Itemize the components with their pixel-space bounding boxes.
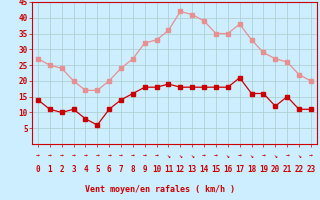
Text: 2: 2 [59,166,64,174]
Text: 10: 10 [152,166,161,174]
Text: 7: 7 [119,166,123,174]
Text: 5: 5 [95,166,100,174]
Text: 18: 18 [247,166,256,174]
Text: 11: 11 [164,166,173,174]
Text: 23: 23 [306,166,316,174]
Text: →: → [107,154,111,158]
Text: 1: 1 [47,166,52,174]
Text: 12: 12 [176,166,185,174]
Text: 6: 6 [107,166,111,174]
Text: 3: 3 [71,166,76,174]
Text: →: → [155,154,158,158]
Text: 21: 21 [283,166,292,174]
Text: Vent moyen/en rafales ( km/h ): Vent moyen/en rafales ( km/h ) [85,185,235,194]
Text: →: → [48,154,52,158]
Text: →: → [238,154,242,158]
Text: →: → [202,154,206,158]
Text: →: → [84,154,87,158]
Text: →: → [261,154,265,158]
Text: →: → [131,154,135,158]
Text: 19: 19 [259,166,268,174]
Text: ↘: ↘ [250,154,253,158]
Text: →: → [60,154,64,158]
Text: ↘: ↘ [226,154,230,158]
Text: ↘: ↘ [190,154,194,158]
Text: 8: 8 [131,166,135,174]
Text: →: → [72,154,76,158]
Text: →: → [95,154,99,158]
Text: 20: 20 [271,166,280,174]
Text: →: → [214,154,218,158]
Text: →: → [285,154,289,158]
Text: 15: 15 [211,166,220,174]
Text: ↘: ↘ [273,154,277,158]
Text: 9: 9 [142,166,147,174]
Text: ↘: ↘ [297,154,301,158]
Text: →: → [309,154,313,158]
Text: ↘: ↘ [179,154,182,158]
Text: →: → [36,154,40,158]
Text: ↘: ↘ [167,154,170,158]
Text: 0: 0 [36,166,40,174]
Text: 16: 16 [223,166,232,174]
Text: 4: 4 [83,166,88,174]
Text: →: → [119,154,123,158]
Text: 13: 13 [188,166,197,174]
Text: 14: 14 [199,166,209,174]
Text: 22: 22 [294,166,304,174]
Text: →: → [143,154,147,158]
Text: 17: 17 [235,166,244,174]
